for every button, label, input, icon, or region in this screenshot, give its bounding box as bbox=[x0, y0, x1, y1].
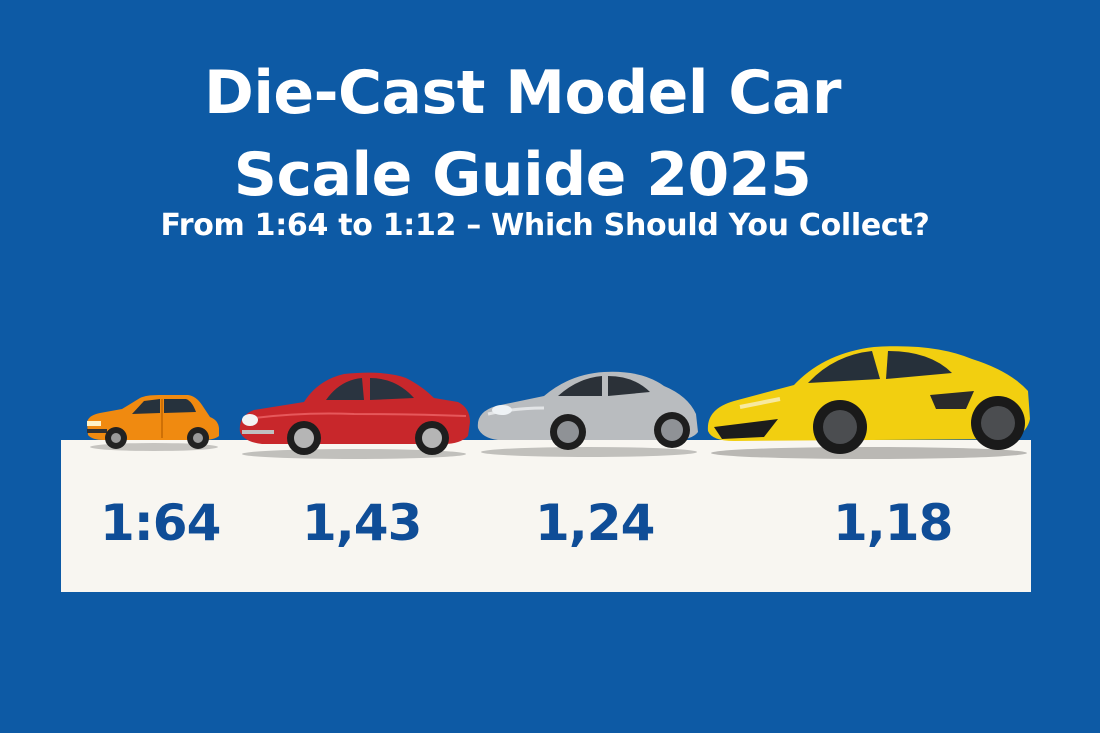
scale-label-1-43: 1,43 bbox=[302, 494, 422, 552]
hatchback-car-icon bbox=[87, 395, 219, 451]
page-title: Die-Cast Model Car Scale Guide 2025 bbox=[0, 52, 1045, 216]
title-line-2: Scale Guide 2025 bbox=[233, 140, 812, 210]
supercar-icon bbox=[707, 346, 1030, 459]
scale-label-1-24: 1,24 bbox=[535, 494, 655, 552]
scale-label-1-64: 1:64 bbox=[100, 494, 221, 552]
title-line-1: Die-Cast Model Car bbox=[204, 58, 841, 128]
classic-coupe-car-icon bbox=[239, 372, 470, 459]
sports-coupe-car-icon bbox=[477, 371, 698, 457]
scale-panel bbox=[61, 440, 1031, 592]
subtitle: From 1:64 to 1:12 – Which Should You Col… bbox=[160, 208, 930, 243]
scale-label-1-18: 1,18 bbox=[833, 494, 953, 552]
